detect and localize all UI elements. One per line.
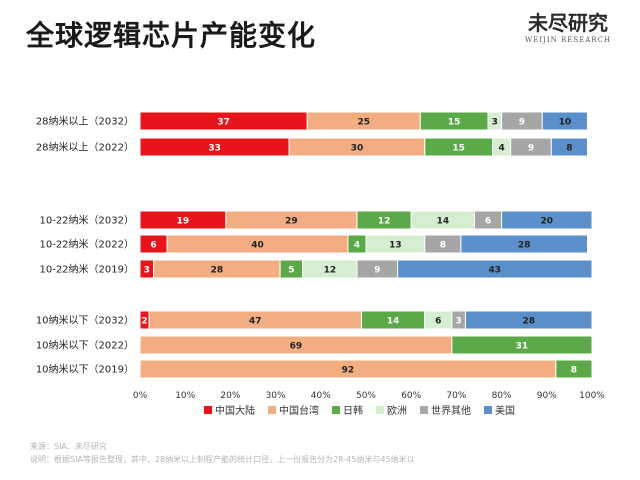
category-label: 10-22纳米（2032） [39,214,134,227]
data-label: 47 [249,317,262,327]
x-tick-label: 100% [579,391,605,401]
x-tick-label: 80% [492,391,512,401]
data-label: 25 [357,118,370,128]
data-label: 4 [498,144,504,154]
x-tick-label: 90% [537,391,557,401]
brand-logo-en: WEIJIN RESEARCH [524,36,612,44]
data-label: 12 [378,217,391,227]
data-label: 5 [288,266,294,276]
bar-segment [501,210,593,230]
brand-logo-cn: 未尽研究 [528,11,608,35]
bar-segment [550,137,588,157]
data-label: 31 [516,342,529,352]
bar-segment [451,335,593,355]
data-label: 15 [452,144,465,154]
x-tick-label: 10% [175,391,195,401]
data-label: 12 [324,266,337,276]
legend-label: 美国 [495,404,515,417]
data-label: 3 [144,266,150,276]
legend-label: 日韩 [343,404,363,417]
legend-swatch [376,406,384,414]
category-label: 10-22纳米（2022） [39,238,134,251]
data-label: 40 [251,241,264,251]
data-label: 43 [489,266,502,276]
legend-swatch [420,406,428,414]
data-label: 28 [518,241,531,251]
legend-swatch [484,406,492,414]
bar-segment [460,234,588,254]
legend-label: 欧洲 [387,405,407,417]
data-label: 2 [141,317,147,327]
data-label: 8 [440,241,446,251]
footer-notes: 来源：SIA、未尽研究 说明：根据SIA等报告整理，其中，28纳米以上制程产能的… [30,440,630,466]
brand-logo: 未尽研究 WEIJIN RESEARCH [508,10,628,44]
chart-title: 全球逻辑芯片产能变化 [26,19,317,52]
legend-label: 世界其他 [431,404,471,417]
x-tick-label: 40% [311,391,331,401]
data-label: 8 [566,144,572,154]
category-label: 10纳米以下（2032） [36,314,134,327]
category-label: 10纳米以下（2022） [36,339,134,352]
bar-segment [541,111,588,131]
legend-swatch [204,406,212,414]
data-label: 4 [354,241,360,251]
x-tick-label: 20% [220,391,240,401]
data-label: 37 [217,118,230,128]
data-label: 30 [351,144,364,154]
x-tick-label: 30% [266,391,286,401]
x-tick-label: 50% [356,391,376,401]
data-label: 15 [448,118,461,128]
data-label: 9 [374,266,380,276]
data-label: 19 [177,217,190,227]
data-label: 29 [285,217,298,227]
x-tick-label: 0% [133,391,148,401]
data-label: 28 [522,317,535,327]
source-note: 来源：SIA、未尽研究 [30,442,107,451]
data-label: 6 [150,241,156,251]
bar-segment [397,259,593,279]
category-label: 28纳米以上（2022） [36,141,134,154]
data-label: 33 [208,144,221,154]
category-label: 10-22纳米（2019） [39,263,134,276]
x-tick-label: 60% [401,391,421,401]
data-label: 10 [559,118,572,128]
category-label: 10纳米以下（2019） [36,363,134,376]
category-label: 28纳米以上（2032） [36,115,134,128]
legend-swatch [332,406,340,414]
data-label: 6 [485,217,491,227]
data-label: 28 [211,266,224,276]
data-label: 6 [435,317,441,327]
data-label: 13 [389,241,402,251]
data-label: 3 [456,317,462,327]
data-label: 69 [290,342,303,352]
data-label: 20 [541,217,554,227]
data-label: 9 [528,144,534,154]
x-tick-label: 70% [446,391,466,401]
legend-swatch [268,406,276,414]
legend-label: 中国大陆 [215,404,255,417]
legend-label: 中国台湾 [279,404,319,417]
explanation-note: 说明：根据SIA等报告整理，其中，28纳米以上制程产能的统计口径，上一份报告分为… [30,455,415,464]
data-label: 9 [519,118,525,128]
data-label: 92 [342,366,355,376]
data-label: 8 [571,366,577,376]
bar-segment [555,359,593,379]
data-label: 14 [437,217,450,227]
data-label: 14 [387,317,400,327]
data-label: 3 [492,118,498,128]
bar-segment [464,310,593,330]
